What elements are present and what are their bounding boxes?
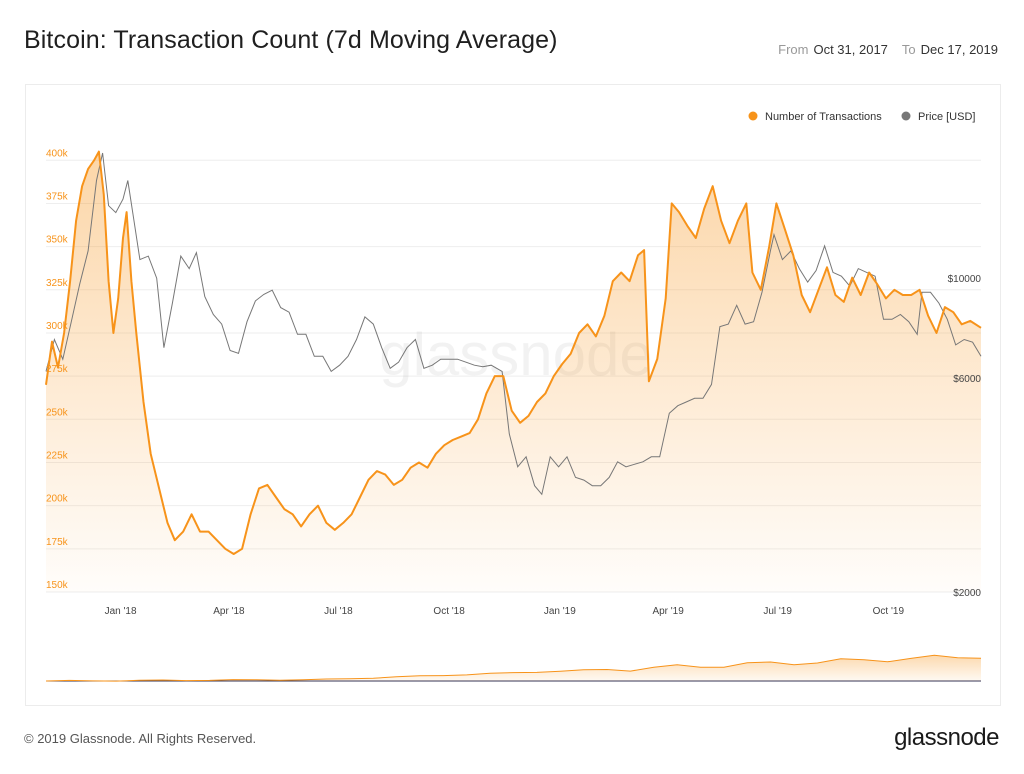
- price-line: [45, 152, 982, 496]
- y-tick-label: 375k: [46, 191, 69, 202]
- x-tick-label: Jan '18: [105, 606, 137, 617]
- y-tick-label: 225k: [46, 450, 69, 461]
- glassnode-logo[interactable]: glassnode: [894, 724, 999, 751]
- chart-panel: glassnode 150k 175k 200k 225k 250k 275k 300k 32…: [25, 84, 1001, 706]
- navigator-area: [46, 655, 981, 682]
- x-tick-label: Jan '19: [544, 606, 576, 617]
- x-tick-label: Oct '18: [433, 606, 465, 617]
- price-series: [45, 152, 982, 496]
- x-tick-label: Oct '19: [873, 606, 905, 617]
- y-axis-right: $2000 $6000 $10000: [948, 274, 982, 599]
- legend[interactable]: Number of Transactions Price [USD]: [748, 111, 976, 123]
- transactions-series: [45, 150, 982, 555]
- y-tick-label: 150k: [46, 580, 69, 591]
- date-range[interactable]: From Oct 31, 2017 To Dec 17, 2019: [778, 42, 998, 57]
- y-tick-label: 175k: [46, 537, 69, 548]
- range-navigator[interactable]: [45, 654, 982, 682]
- to-label: To: [901, 42, 916, 57]
- y-axis-left: 150k 175k 200k 225k 250k 275k 300k 325k 350k 375k…: [46, 148, 69, 591]
- y-tick-label: 400k: [46, 148, 69, 159]
- y-tick-label: 350k: [46, 235, 69, 246]
- legend-item-price[interactable]: Price [USD]: [901, 111, 976, 123]
- y-tick-label: 250k: [46, 407, 69, 418]
- y-tick-label: 200k: [46, 494, 69, 505]
- x-tick-label: Jul '19: [763, 606, 792, 617]
- copyright-text: © 2019 Glassnode. All Rights Reserved.: [24, 731, 257, 746]
- y-tick-label: 275k: [46, 364, 69, 375]
- y-tick-label: 300k: [46, 321, 69, 332]
- legend-item-transactions[interactable]: Number of Transactions: [748, 111, 883, 123]
- y-right-tick-label: $2000: [953, 588, 981, 599]
- transaction-count-chart[interactable]: glassnode 150k175k200k225k250k275k300k32…: [26, 85, 1000, 705]
- legend-label-transactions: Number of Transactions: [765, 111, 882, 123]
- y-right-tick-label: $10000: [948, 274, 982, 285]
- x-tick-label: Jul '18: [324, 606, 353, 617]
- x-axis: Jan '18 Apr '18 Jul '18 Oct '18 Jan '19 Apr '…: [105, 606, 905, 617]
- legend-label-price: Price [USD]: [918, 111, 975, 123]
- to-date[interactable]: Dec 17, 2019: [920, 42, 998, 57]
- legend-dot-price: [901, 111, 911, 121]
- transactions-line: [45, 150, 982, 555]
- legend-dot-transactions: [748, 111, 758, 121]
- transactions-area: [46, 151, 981, 592]
- navigator-line: [45, 654, 982, 682]
- from-label: From: [778, 42, 809, 57]
- y-tick-label: 325k: [46, 278, 69, 289]
- x-tick-label: Apr '19: [652, 606, 684, 617]
- page-title: Bitcoin: Transaction Count (7d Moving Av…: [24, 26, 558, 54]
- y-right-tick-label: $6000: [953, 374, 981, 385]
- from-date[interactable]: Oct 31, 2017: [813, 42, 888, 57]
- x-tick-label: Apr '18: [213, 606, 245, 617]
- transactions-area-fill: [46, 151, 981, 592]
